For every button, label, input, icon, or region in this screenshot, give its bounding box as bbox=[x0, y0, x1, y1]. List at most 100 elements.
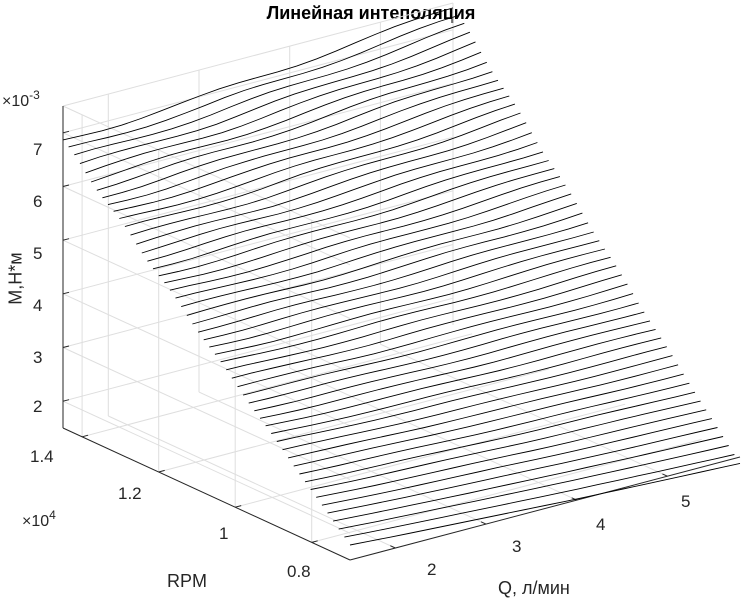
y-tick-label: 1 bbox=[219, 524, 229, 543]
mesh-line bbox=[107, 79, 499, 206]
y-tick bbox=[235, 505, 242, 508]
mesh-line bbox=[220, 256, 611, 363]
grid-line bbox=[62, 132, 351, 266]
y-axis-line bbox=[62, 427, 351, 561]
x-tick-label: 2 bbox=[427, 560, 437, 579]
mesh-line bbox=[271, 337, 662, 434]
mesh-line bbox=[147, 142, 538, 262]
z-tick-label: 6 bbox=[33, 192, 43, 211]
y-tick-label: 1.2 bbox=[118, 484, 142, 503]
mesh-line bbox=[169, 176, 561, 291]
z-exponent-label: ×10-3 bbox=[2, 88, 40, 110]
mesh-line bbox=[321, 418, 713, 506]
grid-line bbox=[62, 297, 454, 402]
grid-line bbox=[235, 403, 626, 508]
grid-line bbox=[158, 368, 549, 473]
y-tick-label: 0.8 bbox=[287, 562, 311, 581]
grid-line bbox=[289, 367, 577, 501]
z-tick-label: 4 bbox=[33, 296, 43, 315]
x-tick bbox=[390, 545, 396, 549]
mesh-line bbox=[113, 87, 504, 212]
grid-line bbox=[108, 415, 396, 549]
mesh-line bbox=[79, 31, 471, 165]
grid-line bbox=[380, 343, 668, 477]
mesh-line bbox=[119, 95, 510, 219]
z-tick bbox=[62, 399, 70, 402]
mesh-line bbox=[102, 71, 493, 199]
mesh-line bbox=[265, 328, 656, 427]
mesh-line bbox=[197, 222, 589, 333]
mesh-line bbox=[141, 132, 532, 254]
mesh-line bbox=[164, 168, 555, 284]
box-edge bbox=[62, 2, 454, 107]
z-tick bbox=[62, 184, 70, 187]
y-tick bbox=[81, 434, 89, 438]
mesh-line bbox=[152, 151, 544, 270]
mesh-line bbox=[349, 462, 741, 546]
mesh-line bbox=[124, 103, 516, 227]
grid-line bbox=[62, 136, 454, 241]
axis-layer bbox=[62, 106, 741, 561]
mesh-line bbox=[248, 302, 639, 404]
mesh-line bbox=[310, 400, 701, 490]
mesh-line bbox=[237, 283, 628, 388]
z-tick-label: 3 bbox=[33, 348, 43, 367]
x-tick bbox=[480, 521, 487, 525]
z-axis-label: M,Н*м bbox=[5, 252, 26, 305]
mesh-line bbox=[333, 436, 724, 522]
mesh-line bbox=[181, 193, 572, 308]
mesh-line bbox=[175, 184, 566, 299]
x-tick bbox=[571, 497, 577, 501]
grid-line bbox=[81, 333, 473, 438]
z-tick bbox=[62, 238, 70, 241]
chart-title: Линейная интеполяция bbox=[266, 3, 476, 23]
mesh-line bbox=[259, 320, 651, 419]
grid-line bbox=[62, 239, 351, 373]
y-axis-label: RPM bbox=[167, 571, 207, 591]
z-tick bbox=[62, 345, 70, 348]
x-tick-label: 5 bbox=[681, 492, 691, 511]
mesh-line bbox=[62, 7, 454, 141]
grid-line bbox=[198, 391, 487, 525]
y-exponent-label: ×104 bbox=[22, 508, 56, 530]
x-axis-line bbox=[349, 456, 741, 561]
mesh-line bbox=[186, 202, 577, 316]
grid-line bbox=[62, 347, 351, 480]
x-tick-label: 3 bbox=[512, 537, 522, 556]
mesh-line bbox=[85, 41, 476, 174]
x-tick bbox=[662, 473, 668, 477]
grid-line bbox=[62, 186, 351, 319]
mesh-line bbox=[203, 231, 594, 341]
mesh-line bbox=[226, 265, 617, 371]
mesh-line bbox=[231, 274, 622, 379]
x-tick-label: 4 bbox=[596, 515, 606, 534]
x-axis-label: Q, л/мин bbox=[498, 578, 570, 598]
mesh-line bbox=[299, 382, 690, 475]
grid-line bbox=[62, 400, 351, 534]
grid-line bbox=[62, 29, 454, 134]
grid-line bbox=[62, 190, 454, 295]
mesh-line bbox=[276, 346, 667, 442]
mesh-line bbox=[130, 112, 521, 236]
mesh-line bbox=[90, 51, 482, 183]
mesh-line bbox=[68, 14, 459, 148]
mesh-line bbox=[158, 160, 549, 277]
mesh-line bbox=[293, 373, 684, 467]
z-tick-label: 2 bbox=[33, 397, 43, 416]
z-tick bbox=[62, 291, 70, 295]
mesh-line bbox=[192, 212, 583, 325]
mesh-line bbox=[74, 22, 465, 156]
y-tick-label: 1.4 bbox=[30, 447, 54, 466]
mesh-line bbox=[242, 293, 634, 396]
mesh-line bbox=[327, 427, 718, 514]
mesh-layer bbox=[62, 7, 741, 546]
z-tick bbox=[62, 130, 70, 134]
mesh-line bbox=[96, 61, 487, 191]
grid-line bbox=[62, 293, 351, 427]
mesh-line bbox=[287, 364, 679, 459]
mesh-line bbox=[209, 240, 600, 348]
mesh-line bbox=[136, 122, 527, 245]
mesh-line bbox=[344, 454, 735, 538]
z-tick-label: 7 bbox=[33, 140, 43, 159]
